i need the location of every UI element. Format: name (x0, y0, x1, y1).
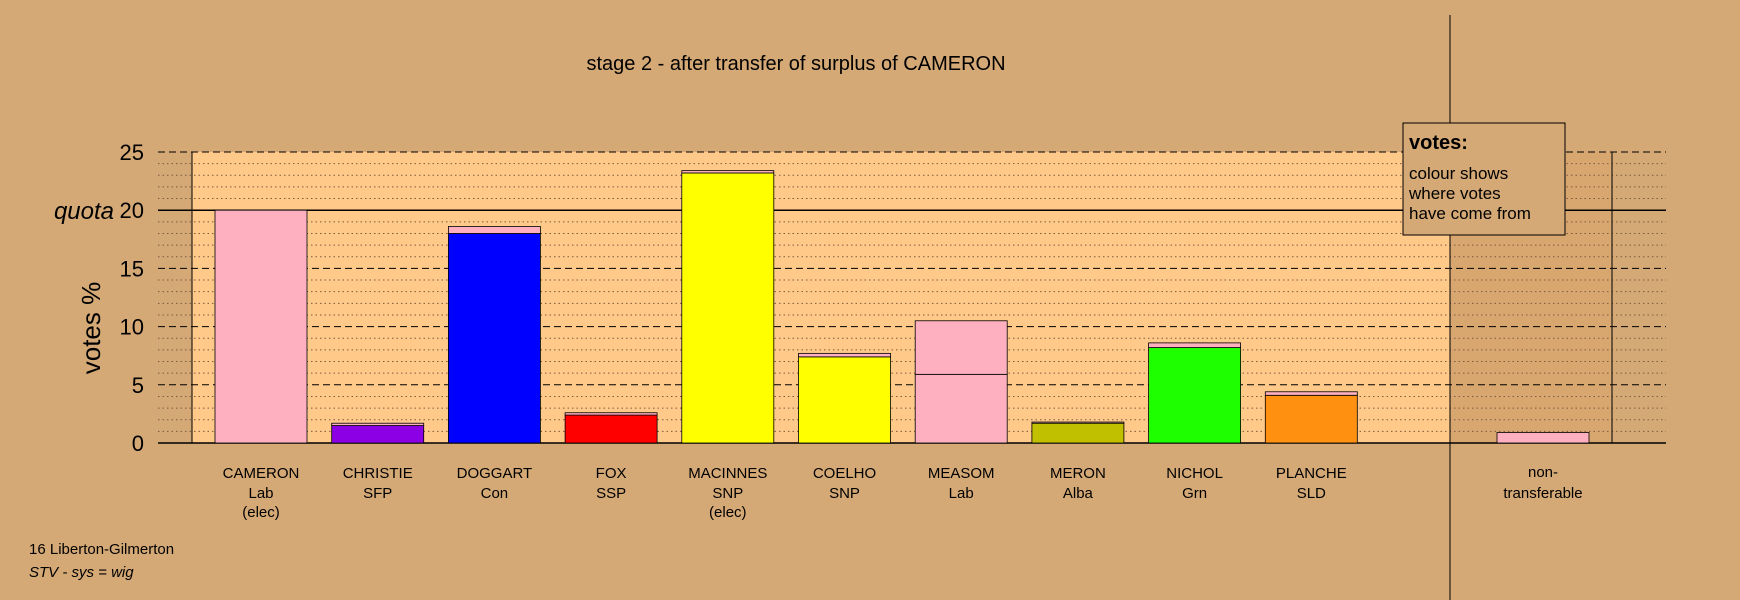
candidate-label: COELHO (813, 465, 876, 482)
bar-segment (1264, 391, 1358, 396)
bar-segment (331, 422, 425, 426)
candidate-label: non- (1528, 464, 1558, 481)
candidate-label: PLANCHE (1276, 465, 1347, 482)
legend-box (1402, 122, 1566, 236)
bar-segment (1496, 432, 1590, 444)
bar-segment (914, 320, 1008, 375)
bar-segment (447, 233, 541, 444)
quota-label: quota (54, 198, 114, 225)
legend-line-1: colour shows (1409, 164, 1508, 183)
footer-system: STV - sys = wig (29, 564, 134, 581)
bar-segment (681, 172, 775, 444)
bar-segment (798, 356, 891, 444)
candidate-label: SFP (363, 485, 392, 502)
plot-background (192, 152, 1612, 443)
candidate-label: CAMERON (223, 465, 300, 482)
candidate-label: Alba (1063, 485, 1094, 502)
candidate-label: NICHOL (1166, 465, 1223, 482)
y-tick-label: 10 (120, 315, 144, 340)
candidate-label: FOX (596, 465, 627, 482)
bar-segment (1031, 422, 1125, 444)
bar-segment (914, 373, 1008, 444)
candidate-label: DOGGART (457, 465, 533, 482)
candidate-label: Lab (248, 485, 273, 502)
bar-segment (214, 209, 308, 444)
y-tick-label: 25 (120, 140, 144, 165)
footer-constituency: 16 Liberton-Gilmerton (29, 541, 174, 558)
y-tick-label: 5 (132, 373, 144, 398)
chart-title: stage 2 - after transfer of surplus of C… (586, 53, 1005, 75)
candidate-label: CHRISTIE (343, 465, 413, 482)
candidate-label: SNP (829, 485, 860, 502)
bar-segment (447, 226, 541, 234)
legend-title: votes: (1409, 132, 1468, 154)
candidate-label: SLD (1297, 485, 1326, 502)
bar-segment (1031, 421, 1125, 424)
legend-line-3: have come from (1409, 204, 1531, 223)
bar-segment (798, 352, 891, 358)
candidate-label: MEASOM (928, 465, 995, 482)
candidate-label: Con (481, 485, 509, 502)
bar-segment (1148, 342, 1241, 348)
candidate-label: Lab (949, 485, 974, 502)
candidate-label: MERON (1050, 465, 1106, 482)
candidate-label: (elec) (242, 504, 280, 521)
candidate-label: transferable (1503, 485, 1582, 502)
candidate-label: Grn (1182, 485, 1207, 502)
bar-segment (331, 425, 425, 444)
candidate-labels: CAMERON Lab (elec) CHRISTIE SFP DOGGART Con FOX… (223, 464, 1583, 521)
bar-segment (564, 414, 658, 444)
bar-segment (564, 412, 658, 416)
y-tick-label: 20 (120, 198, 144, 223)
y-tick-label: 15 (120, 256, 144, 281)
y-axis-label: votes % (76, 282, 106, 375)
legend: votes: colour shows where votes have com… (1402, 122, 1566, 236)
bar-segment (1148, 347, 1241, 444)
bar-segment (681, 170, 775, 174)
candidate-label: SSP (596, 485, 626, 502)
y-tick-label: 0 (132, 431, 144, 456)
plot-area: 0 5 10 15 20 25 (120, 15, 1666, 600)
legend-line-2: where votes (1408, 184, 1501, 203)
candidate-label: SNP (712, 485, 743, 502)
candidate-label: (elec) (709, 504, 747, 521)
bars (214, 170, 1590, 444)
bar-segment (1264, 394, 1358, 444)
candidate-label: MACINNES (688, 465, 767, 482)
